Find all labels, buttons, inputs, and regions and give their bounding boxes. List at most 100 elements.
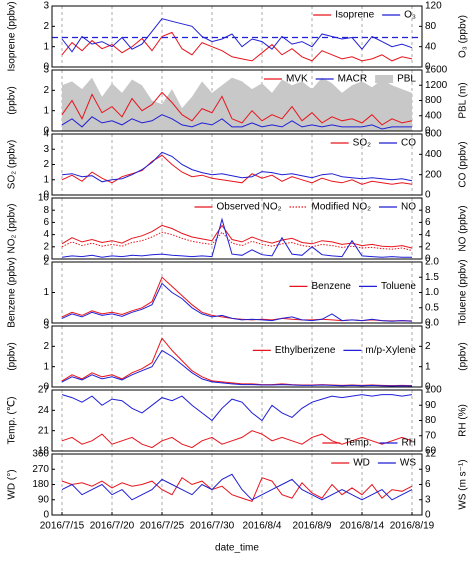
y-tick-label: 2 — [43, 257, 49, 268]
y2-tick-label: 2 — [425, 341, 431, 352]
area — [62, 77, 412, 131]
legend-label: Modified NO₂ — [312, 202, 372, 213]
y2-tick-label: 0.0 — [425, 318, 439, 329]
y2-tick-label: 600 — [425, 129, 442, 140]
y2-tick-label: 0 — [425, 510, 431, 521]
plot-frame — [51, 325, 423, 388]
legend-label: Toluene — [381, 281, 416, 292]
y2-tick-label: 8 — [425, 205, 431, 216]
line — [61, 349, 413, 387]
y-axis-label: WD (°) — [7, 469, 18, 499]
y2-tick-label: 0 — [425, 190, 431, 201]
x-axis-label: date_time — [215, 543, 259, 554]
y-tick-label: 0 — [43, 254, 49, 265]
y2-tick-label: 1600 — [425, 65, 448, 76]
y-tick-label: 1 — [43, 361, 49, 372]
y-axis-label: (ppbv) — [7, 342, 18, 370]
legend-swatch — [375, 75, 394, 83]
y-tick-label: 21 — [38, 425, 50, 436]
line — [61, 282, 413, 322]
legend-label: RH — [402, 438, 416, 449]
y-tick-label: 2 — [43, 341, 49, 352]
y-tick-label: 1 — [43, 174, 49, 185]
y2-tick-label: 2 — [425, 241, 431, 252]
legend-label: WS — [400, 458, 416, 469]
y2-tick-label: 4 — [425, 229, 431, 240]
y2-axis-label: PBL (m) — [458, 82, 469, 118]
y2-tick-label: 40 — [425, 41, 437, 52]
x-tick-label: 2016/8/9 — [293, 521, 332, 532]
y2-tick-label: 1.5 — [425, 272, 439, 283]
y2-tick-label: 100 — [425, 385, 442, 396]
y2-tick-label: 0 — [425, 382, 431, 393]
y-axis-label: Isoprene (ppbv) — [7, 1, 18, 71]
y2-tick-label: 2.0 — [425, 257, 439, 268]
x-tick-label: 2016/7/30 — [190, 521, 235, 532]
y-tick-label: 8 — [43, 205, 49, 216]
legend-label: Benzene — [311, 281, 351, 292]
y-tick-label: 1 — [43, 105, 49, 116]
y-tick-label: 2 — [43, 241, 49, 252]
y-tick-label: 0 — [43, 382, 49, 393]
y2-tick-label: 90 — [425, 400, 437, 411]
y2-tick-label: 1 — [425, 361, 431, 372]
y-axis-label: NO₂ (ppbv) — [7, 203, 18, 253]
y-tick-label: 2 — [43, 159, 49, 170]
y-axis-label: Temp. (℃) — [7, 397, 18, 445]
y-tick-label: 18 — [38, 446, 50, 457]
plot-frame — [51, 261, 423, 324]
legend-label: Temp. — [344, 438, 371, 449]
legend-label: PBL — [397, 74, 416, 85]
y2-tick-label: 0.5 — [425, 302, 439, 313]
y-tick-label: 0 — [43, 510, 49, 521]
y2-tick-label: 3 — [425, 494, 431, 505]
y-tick-label: 4 — [43, 229, 49, 240]
plot-frame — [51, 197, 423, 260]
y2-tick-label: 60 — [425, 446, 437, 457]
y2-tick-label: 0 — [425, 254, 431, 265]
line — [61, 91, 413, 126]
line — [61, 231, 413, 251]
y-tick-label: 0 — [43, 190, 49, 201]
y-tick-label: 6 — [43, 217, 49, 228]
y2-tick-label: 0 — [425, 62, 431, 73]
plot-frame — [51, 5, 423, 68]
legend-label: MACR — [338, 74, 367, 85]
y2-tick-label: 1.0 — [425, 287, 439, 298]
legend-label: Isoprene — [335, 10, 374, 21]
y-tick-label: 3 — [43, 321, 49, 332]
y2-tick-label: 120 — [425, 1, 442, 12]
y-tick-label: 3 — [43, 65, 49, 76]
y2-axis-label: Toluene (ppbv) — [458, 259, 469, 325]
legend-label: m/p-Xylene — [365, 345, 416, 356]
y-tick-label: 2 — [43, 85, 49, 96]
line — [61, 473, 413, 501]
y2-tick-label: 400 — [425, 110, 442, 121]
y2-tick-label: 3 — [425, 321, 431, 332]
y2-tick-label: 80 — [425, 415, 437, 426]
y2-axis-label: O₃ (ppbv) — [458, 15, 469, 58]
y-tick-label: 1 — [43, 41, 49, 52]
y2-tick-label: 6 — [425, 479, 431, 490]
y-axis-label: (ppbv) — [7, 86, 18, 114]
y2-tick-label: 70 — [425, 430, 437, 441]
x-tick-label: 2016/8/14 — [340, 521, 385, 532]
y2-tick-label: 6 — [425, 217, 431, 228]
legend-label: Ethylbenzene — [275, 345, 336, 356]
x-tick-label: 2016/7/25 — [140, 521, 185, 532]
y2-axis-label: NO (ppbv) — [458, 205, 469, 251]
y2-tick-label: 400 — [425, 149, 442, 160]
line — [61, 394, 413, 422]
y2-tick-label: 800 — [425, 95, 442, 106]
y-tick-label: 24 — [38, 405, 50, 416]
line — [61, 337, 413, 387]
y-tick-label: 4 — [43, 129, 49, 140]
x-tick-label: 2016/7/15 — [40, 521, 85, 532]
line — [61, 114, 412, 130]
y2-tick-label: 0 — [425, 126, 431, 137]
y-tick-label: 90 — [38, 494, 50, 505]
y-tick-label: 27 — [38, 385, 50, 396]
line — [61, 151, 413, 183]
